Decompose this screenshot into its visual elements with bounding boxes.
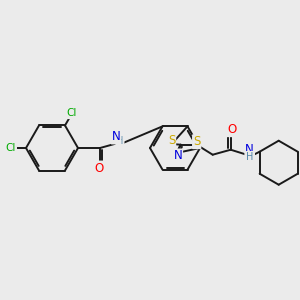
Text: N: N: [173, 149, 182, 162]
Text: O: O: [94, 161, 103, 175]
Text: O: O: [227, 123, 236, 136]
Text: Cl: Cl: [66, 108, 77, 118]
Text: H: H: [246, 152, 253, 162]
Text: N: N: [245, 143, 254, 156]
Text: Cl: Cl: [6, 143, 16, 153]
Text: S: S: [193, 135, 200, 148]
Text: N: N: [112, 130, 120, 143]
Text: H: H: [116, 136, 124, 146]
Text: S: S: [168, 134, 175, 148]
